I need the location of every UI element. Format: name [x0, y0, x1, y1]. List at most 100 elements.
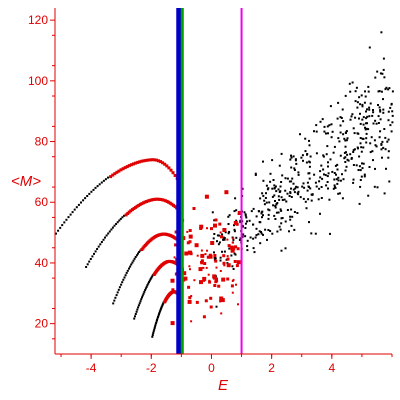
cloud-point [359, 185, 362, 188]
cloud-point [289, 191, 292, 194]
arc-2-point [151, 198, 155, 202]
arc-3-point [130, 263, 133, 266]
arc-1-point [136, 160, 140, 164]
cluster-point [213, 284, 217, 287]
cloud-point [212, 237, 215, 240]
cluster-point [188, 265, 191, 268]
cloud-point [364, 128, 367, 131]
cloud-point [387, 150, 390, 153]
arc-1-point [57, 229, 60, 232]
cloud-point [391, 121, 394, 124]
arc-1-point [125, 165, 129, 169]
cloud-point [280, 181, 283, 183]
cloud-point [383, 76, 386, 79]
cloud-point [254, 172, 257, 175]
cloud-point [341, 108, 344, 111]
cloud-point [271, 195, 274, 198]
cloud-point [288, 230, 290, 233]
cloud-point [380, 143, 383, 145]
arc-4-point [137, 306, 140, 309]
cloud-point [310, 199, 313, 202]
arc-4-point [140, 298, 143, 301]
cloud-point [332, 151, 335, 154]
cluster-point [231, 241, 234, 244]
cloud-point [254, 236, 257, 239]
cloud-point [368, 115, 371, 118]
cloud-point [387, 88, 390, 91]
arc-5-point [155, 320, 158, 323]
cloud-point [360, 150, 363, 153]
cloud-point [318, 187, 321, 190]
cluster-point [215, 277, 218, 281]
cloud-point [242, 225, 244, 228]
cloud-point [352, 164, 355, 166]
arc-1-point [119, 168, 123, 172]
cluster-point [221, 277, 226, 282]
arc-1-point [165, 164, 169, 168]
cloud-point [290, 187, 292, 190]
cloud-point [281, 199, 284, 201]
cloud-point [223, 250, 226, 253]
cloud-point [280, 222, 283, 225]
arc-5-point [156, 319, 158, 321]
arc-1-point [90, 190, 93, 193]
arc-2-point [85, 266, 88, 268]
arc-2-point [124, 213, 128, 217]
cloud-point [305, 161, 308, 164]
y-axis-title: <M> [11, 173, 41, 190]
cloud-point [379, 130, 382, 133]
cloud-point [223, 238, 226, 241]
cloud-point [369, 151, 372, 154]
arc-2-point [91, 255, 94, 258]
cloud-point [352, 178, 355, 181]
cloud-point [306, 153, 309, 155]
cloud-point [286, 209, 289, 211]
cloud-point [288, 180, 291, 183]
cloud-point [355, 164, 358, 167]
cloud-point [296, 212, 299, 214]
cloud-point [386, 140, 389, 143]
cloud-point [246, 239, 249, 242]
cloud-point [266, 238, 268, 241]
cloud-point [273, 187, 276, 190]
cloud-point [372, 122, 375, 125]
arc-3-point [137, 252, 139, 255]
arc-4-point [138, 302, 141, 305]
arc-1-point [73, 208, 76, 211]
cloud-point [324, 174, 327, 177]
arc-5-point [156, 317, 159, 320]
cluster-point [196, 254, 199, 257]
cluster-point [170, 278, 175, 283]
cloud-point [329, 158, 332, 161]
arc-2-point [135, 204, 139, 208]
cloud-point [349, 153, 352, 156]
cloud-point [335, 178, 338, 181]
cloud-point [375, 145, 378, 148]
arc-2-point [97, 245, 100, 248]
cloud-point [213, 251, 215, 254]
arc-4-point [134, 315, 136, 318]
cloud-point [337, 192, 340, 195]
cloud-point [332, 187, 335, 190]
cloud-point [301, 154, 304, 157]
cloud-point [358, 155, 361, 158]
cloud-point [241, 235, 244, 238]
cloud-point [354, 116, 357, 119]
arc-3-point [115, 294, 118, 297]
cloud-point [354, 90, 357, 93]
cloud-point [391, 90, 394, 93]
cloud-point [363, 101, 366, 104]
cloud-point [268, 201, 271, 204]
cloud-point [375, 122, 378, 125]
cluster-point [188, 240, 192, 244]
cloud-point [314, 232, 317, 235]
cloud-point [345, 139, 348, 142]
arc-4-point [145, 285, 148, 288]
cloud-point [227, 232, 230, 235]
cloud-point [341, 197, 344, 200]
cloud-point [253, 251, 256, 254]
arc-5-point [158, 313, 160, 316]
arc-3-point [134, 256, 137, 258]
cloud-point [337, 101, 340, 104]
cloud-point [313, 130, 315, 133]
